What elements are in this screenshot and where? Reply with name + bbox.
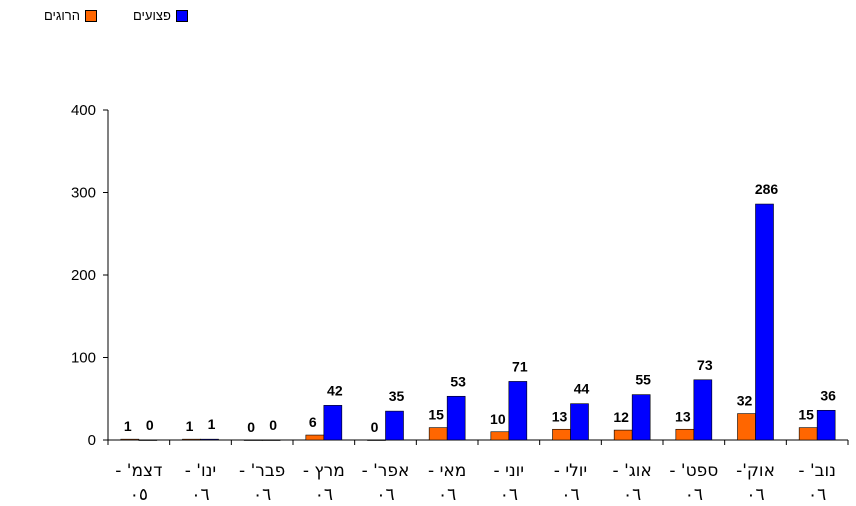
x-category-label: אוק'- [736,461,775,481]
bar-killed [798,427,818,441]
x-category-label: פבר' - [239,461,285,481]
bar-wounded [508,381,528,441]
bar-wounded [446,395,466,441]
bar-killed [367,439,386,441]
bar-killed [552,428,571,441]
data-label-killed: 32 [737,393,753,409]
x-category-label: דצמ' - [115,461,162,481]
legend-label-killed: הרוגים [44,8,80,23]
x-category-year: ٠٥ [130,485,148,505]
bar-killed [243,439,263,441]
data-label-killed: 1 [186,418,194,434]
bar-wounded [200,438,219,441]
x-category-year: ٠٦ [561,485,579,505]
bar-wounded [323,405,343,441]
x-category-year: ٠٦ [438,485,456,505]
x-category-year: ٠٦ [376,485,394,505]
bar-killed [182,438,201,441]
data-label-wounded: 36 [820,387,836,403]
data-label-killed: 13 [552,408,568,424]
x-category-year: ٠٦ [500,485,518,505]
data-label-wounded: 73 [697,357,713,373]
bar-wounded [755,203,774,441]
y-tick-label: 100 [71,350,96,367]
bar-killed [675,428,695,441]
data-label-killed: 10 [490,411,506,427]
bar-wounded [816,409,836,441]
y-tick-label: 400 [71,102,96,119]
bar-wounded [385,410,404,441]
legend-swatch-wounded [175,9,188,22]
data-label-killed: 15 [428,407,444,423]
x-category-label: ספט' - [669,461,718,481]
bar-killed [613,429,633,441]
x-category-year: ٠٦ [746,485,764,505]
y-tick-label: 0 [88,432,96,449]
x-category-label: יולי - [554,461,587,481]
bar-wounded [138,439,158,441]
data-label-killed: 13 [675,408,691,424]
data-label-wounded: 286 [755,181,779,197]
bar-killed [305,434,325,441]
x-category-year: ٠٦ [253,485,271,505]
data-label-killed: 0 [371,419,379,435]
bar-killed [490,431,510,441]
data-label-wounded: 0 [269,417,277,433]
x-category-label: ינו' - [185,461,216,481]
x-category-label: אפר' - [362,461,410,481]
data-label-wounded: 71 [512,358,528,374]
x-category-year: ٠٦ [315,485,333,505]
legend-item-killed: הרוגים [44,8,97,23]
x-category-label: אוג' - [613,461,652,481]
data-label-wounded: 35 [389,388,405,404]
y-tick-label: 200 [71,267,96,284]
x-category-year: ٠٦ [808,485,826,505]
chart-legend: פצועים הרוגים [8,8,188,23]
legend-swatch-killed [85,9,97,22]
x-category-year: ٠٦ [191,485,209,505]
data-label-killed: 1 [124,418,132,434]
bar-wounded [693,379,713,441]
data-label-wounded: 1 [208,416,216,432]
bar-killed [737,413,756,441]
x-category-label: יוני - [494,461,525,481]
data-label-wounded: 0 [146,417,154,433]
data-label-killed: 15 [798,407,814,423]
bar-killed [120,438,140,441]
bar-wounded [261,439,281,441]
data-label-killed: 12 [613,409,629,425]
x-category-year: ٠٦ [623,485,641,505]
data-label-wounded: 55 [635,372,651,388]
legend-label-wounded: פצועים [133,8,171,23]
x-category-label: מרץ - [303,461,345,481]
x-category-label: נוב' - [798,461,835,481]
x-category-year: ٠٦ [685,485,703,505]
data-label-killed: 6 [309,414,317,430]
bar-wounded [631,394,651,441]
y-tick-label: 300 [71,185,96,202]
data-label-wounded: 42 [327,382,343,398]
x-category-label: מאי - [428,461,466,481]
data-label-wounded: 44 [574,381,590,397]
data-label-wounded: 53 [450,373,466,389]
data-label-killed: 0 [247,419,255,435]
bar-killed [428,427,448,441]
legend-item-wounded: פצועים [133,8,188,23]
bar-wounded [570,403,589,441]
